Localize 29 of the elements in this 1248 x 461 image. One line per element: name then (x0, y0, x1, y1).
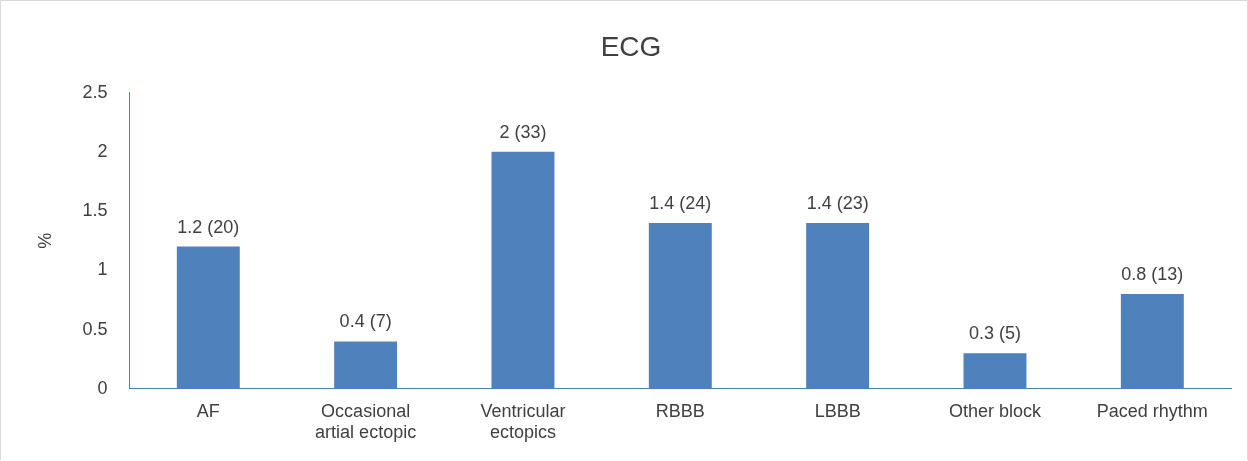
y-tick-label: 1.5 (82, 200, 108, 221)
x-tick-label: AF (196, 400, 220, 421)
bar (963, 353, 1027, 389)
bar (491, 151, 555, 389)
data-label: 1.4 (24) (649, 192, 712, 213)
data-label: 1.4 (23) (806, 192, 869, 213)
bar (176, 246, 240, 389)
x-tick-label: Ventricular ectopics (480, 400, 566, 443)
bar (334, 341, 398, 389)
x-tick-label: Occasional artial ectopic (315, 400, 417, 443)
bar (806, 222, 870, 389)
x-tick-label: LBBB (814, 400, 861, 421)
y-tick-label: 0 (97, 377, 108, 398)
x-tick-label: Paced rhythm (1096, 400, 1208, 421)
y-tick-label: 2.5 (82, 81, 108, 102)
data-label: 2 (33) (499, 121, 547, 142)
data-label: 1.2 (20) (177, 216, 240, 237)
y-tick-label: 1 (97, 259, 108, 280)
y-tick-label: 0.5 (82, 318, 108, 339)
x-tick-label: RBBB (655, 400, 705, 421)
bar (1120, 294, 1184, 389)
x-tick-label: Other block (948, 400, 1043, 421)
bar (648, 222, 712, 389)
data-label: 0.3 (5) (968, 323, 1022, 344)
chart-title: ECG (600, 30, 662, 62)
data-label: 0.8 (13) (1121, 263, 1184, 284)
data-label: 0.4 (7) (339, 311, 392, 332)
y-axis-title: % (34, 232, 55, 249)
y-tick-label: 2 (97, 140, 108, 161)
